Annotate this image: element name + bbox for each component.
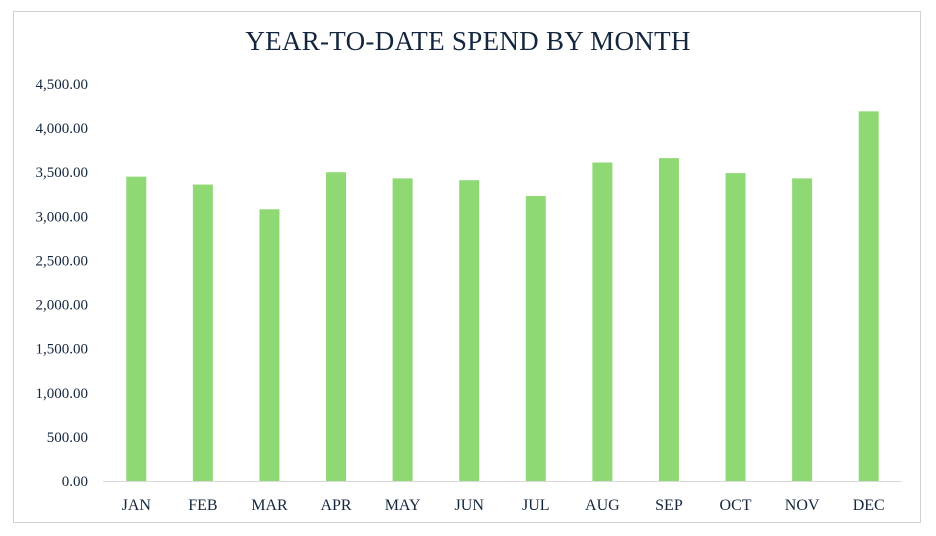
x-tick-label: JAN xyxy=(122,497,152,514)
x-tick-label: JUL xyxy=(522,497,550,514)
bar-dec xyxy=(858,111,879,482)
y-tick-label: 2,500.00 xyxy=(36,253,89,269)
bar-nov xyxy=(792,178,813,482)
bar-oct xyxy=(725,173,746,482)
bar-jan xyxy=(126,176,147,481)
x-tick-label: AUG xyxy=(585,497,620,514)
bar-apr xyxy=(326,172,347,481)
y-tick-label: 2,000.00 xyxy=(36,298,89,314)
bars xyxy=(126,111,879,482)
bar-mar xyxy=(259,209,280,481)
x-tick-label: MAR xyxy=(251,497,288,514)
y-tick-label: 4,500.00 xyxy=(36,77,89,93)
y-tick-label: 4,000.00 xyxy=(36,121,89,137)
x-axis: JAN FEB MAR APR MAY JUN JUL AUG SEP OCT NOV DEC xyxy=(122,497,885,514)
y-tick-label: 500.00 xyxy=(47,430,88,446)
x-tick-label: FEB xyxy=(188,497,217,514)
bar-feb xyxy=(192,184,213,481)
bar-aug xyxy=(592,162,613,482)
x-tick-label: SEP xyxy=(655,497,683,514)
y-tick-label: 3,500.00 xyxy=(36,165,89,181)
bar-jul xyxy=(525,196,546,481)
y-tick-label: 1,000.00 xyxy=(36,386,89,402)
y-axis: 0.00 500.00 1,000.00 1,500.00 2,000.00 2,500.… xyxy=(36,77,89,490)
bar-may xyxy=(392,178,413,482)
y-tick-label: 1,500.00 xyxy=(36,342,89,358)
chart-title: YEAR-TO-DATE SPEND BY MONTH xyxy=(245,26,691,56)
x-tick-label: NOV xyxy=(785,497,820,514)
y-tick-label: 0.00 xyxy=(62,474,88,490)
x-tick-label: OCT xyxy=(720,497,752,514)
x-tick-label: DEC xyxy=(853,497,885,514)
bar-jun xyxy=(459,180,480,481)
bar-sep xyxy=(658,158,679,481)
x-tick-label: JUN xyxy=(455,497,485,514)
x-tick-label: MAY xyxy=(385,497,421,514)
x-tick-label: APR xyxy=(320,497,351,514)
y-tick-label: 3,000.00 xyxy=(36,209,89,225)
